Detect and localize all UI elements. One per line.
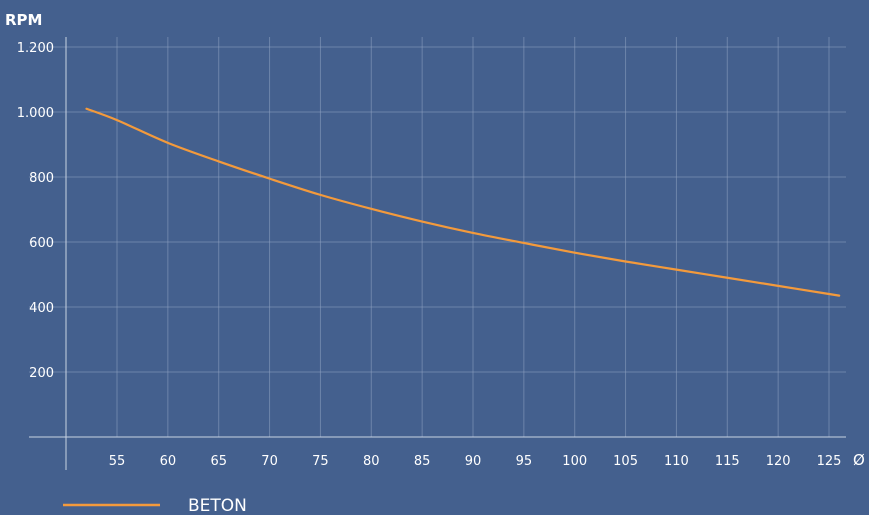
y-axis-title: RPM: [5, 11, 42, 29]
y-tick-label: 800: [29, 171, 54, 186]
x-tick-label: 60: [160, 454, 177, 469]
x-tick-label: 115: [715, 454, 740, 469]
legend-label: BETON: [188, 496, 247, 515]
legend: BETON: [63, 496, 247, 515]
y-tick-label: 1.200: [17, 41, 54, 56]
y-tick-label: 1.000: [17, 106, 54, 121]
x-axis-title: Ø: [853, 451, 865, 469]
x-tick-label: 110: [664, 454, 689, 469]
axes: [29, 37, 846, 470]
x-tick-label: 85: [414, 454, 431, 469]
x-tick-label: 75: [312, 454, 329, 469]
y-tick-label: 400: [29, 301, 54, 316]
series-line-beton: [85, 107, 841, 297]
x-tick-label: 105: [613, 454, 638, 469]
x-tick-label: 125: [817, 454, 842, 469]
x-tick-label: 70: [261, 454, 278, 469]
x-tick-label: 100: [562, 454, 587, 469]
x-tick-label: 65: [210, 454, 227, 469]
x-tick-label: 90: [465, 454, 482, 469]
x-tick-label: 95: [516, 454, 533, 469]
x-tick-label: 120: [766, 454, 791, 469]
grid-lines: [29, 37, 846, 437]
x-tick-label: 80: [363, 454, 380, 469]
x-tick-labels: 55 60 65 70 75 80 85 90 95 100 105 110 115 120 125: [109, 454, 842, 469]
y-tick-label: 600: [29, 236, 54, 251]
y-tick-labels: 200 400 600 800 1.000 1.200: [17, 41, 54, 381]
series-group: [85, 107, 841, 297]
x-tick-label: 55: [109, 454, 126, 469]
y-tick-label: 200: [29, 366, 54, 381]
